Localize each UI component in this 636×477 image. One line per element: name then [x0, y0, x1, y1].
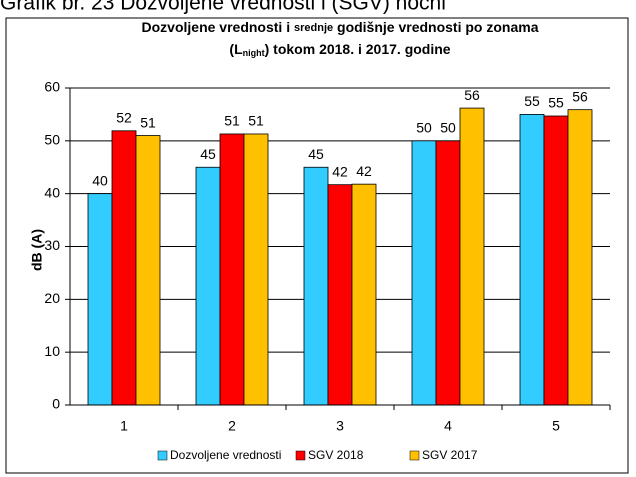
data-label: 51	[140, 114, 156, 130]
data-label: 42	[332, 163, 348, 179]
bar	[351, 183, 377, 406]
bar	[567, 109, 593, 406]
bar	[327, 184, 353, 406]
data-label: 45	[308, 146, 324, 162]
x-tick-label: 2	[228, 418, 236, 434]
y-tick-label: 60	[44, 79, 60, 95]
title-part: srednje	[294, 22, 333, 34]
title-part: Dozvoljene vrednosti i	[142, 19, 294, 35]
y-tick-label: 40	[44, 184, 60, 200]
chart-title: (Lnight) tokom 2018. i 2017. godine	[229, 41, 450, 59]
bar	[243, 133, 269, 406]
bar	[135, 135, 161, 406]
legend-label: SGV 2017	[422, 448, 478, 462]
title-part: (L	[229, 41, 243, 57]
x-tick-label: 3	[336, 418, 344, 434]
data-label: 51	[224, 113, 240, 129]
y-tick-label: 0	[52, 396, 60, 412]
data-label: 42	[356, 163, 372, 179]
title-part: night	[243, 48, 265, 58]
data-label: 50	[440, 120, 456, 136]
legend-swatch	[409, 450, 420, 461]
bar	[519, 114, 545, 406]
legend-label: Dozvoljene vrednosti	[170, 448, 281, 462]
y-tick-label: 10	[44, 343, 60, 359]
bar	[87, 193, 113, 406]
data-label: 52	[116, 109, 132, 125]
data-label: 56	[572, 88, 588, 104]
legend-label: SGV 2018	[308, 448, 364, 462]
title-part: godišnje vrednosti po zonama	[333, 19, 539, 35]
x-tick-label: 1	[120, 418, 128, 434]
data-label: 51	[248, 113, 264, 129]
y-tick-label: 50	[44, 132, 60, 148]
x-tick-label: 4	[444, 418, 452, 434]
data-label: 45	[200, 146, 216, 162]
bar	[303, 166, 329, 406]
data-label: 50	[416, 120, 432, 136]
legend-swatch	[295, 450, 306, 461]
bar	[195, 166, 221, 406]
title-part: ) tokom 2018. i 2017. godine	[265, 41, 451, 57]
bar	[543, 115, 569, 406]
bar	[459, 107, 485, 406]
data-label: 55	[548, 95, 564, 111]
chart-title: Dozvoljene vrednosti i srednje godišnje …	[142, 19, 539, 35]
bar	[111, 130, 137, 406]
data-label: 55	[524, 93, 540, 109]
bar	[411, 140, 437, 406]
data-label: 56	[464, 87, 480, 103]
x-tick-label: 5	[552, 418, 560, 434]
y-tick-label: 20	[44, 290, 60, 306]
caption: Grafik br. 23 Dozvoljene vrednosti i (SG…	[0, 0, 446, 15]
bar	[435, 140, 461, 406]
bar	[219, 133, 245, 406]
legend-swatch	[157, 450, 168, 461]
y-tick-label: 30	[44, 237, 60, 253]
data-label: 40	[92, 172, 108, 188]
y-axis-label: dB (A)	[29, 229, 45, 271]
